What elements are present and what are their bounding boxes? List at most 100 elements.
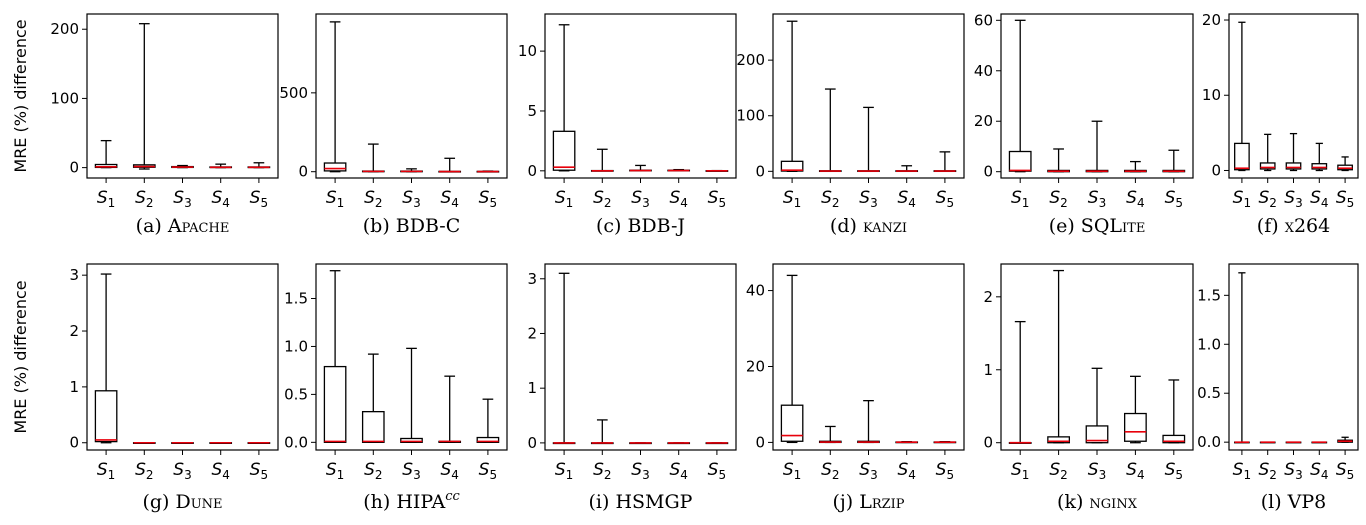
panel-3: 0 5 10 S1 S2 S3 S4 S5 (c) BDB-J bbox=[518, 13, 737, 237]
box-iqr bbox=[361, 410, 385, 443]
y-tick-label: 1 bbox=[983, 361, 993, 379]
y-tick-label: 0 bbox=[527, 434, 537, 452]
x-tick-label: S2 bbox=[1049, 188, 1067, 210]
panel-8: 0.0 0.5 1.0 1.5 S1 S2 S3 S4 S5 (h) HIPAcc bbox=[284, 263, 508, 513]
box-S1 bbox=[94, 273, 118, 444]
y-tick-label: 3 bbox=[527, 270, 537, 288]
axes-frame bbox=[1228, 263, 1359, 451]
box-iqr bbox=[323, 365, 347, 443]
box-S3 bbox=[1085, 367, 1109, 444]
box-S5 bbox=[476, 398, 500, 443]
x-tick-label: S1 bbox=[326, 460, 344, 482]
x-tick-label: S1 bbox=[97, 188, 115, 210]
box-S2 bbox=[132, 23, 156, 170]
x-tick-label: S3 bbox=[859, 188, 877, 210]
box-S5 bbox=[933, 440, 957, 444]
y-tick-label: 20 bbox=[746, 357, 765, 375]
y-tick-label: 1.5 bbox=[1197, 286, 1221, 304]
x-tick-label: S2 bbox=[821, 188, 839, 210]
box-iqr bbox=[1047, 436, 1071, 444]
box-S1 bbox=[94, 139, 118, 169]
panel-10: 0 20 40 S1 S2 S3 S4 S5 (j) Lrzip bbox=[746, 263, 965, 513]
x-tick-label: S2 bbox=[364, 188, 382, 210]
y-tick-label: 20 bbox=[1202, 11, 1221, 29]
box-S2 bbox=[590, 148, 614, 172]
x-tick-label: S4 bbox=[211, 460, 229, 482]
axes-frame bbox=[1000, 263, 1194, 451]
x-tick-label: S3 bbox=[402, 188, 420, 210]
x-tick-label: S2 bbox=[1049, 460, 1067, 482]
box-iqr bbox=[1285, 162, 1302, 170]
box-S4 bbox=[895, 440, 919, 444]
axes-frame bbox=[772, 263, 965, 451]
x-tick-label: S4 bbox=[440, 188, 458, 210]
box-S4 bbox=[438, 375, 462, 443]
subfigure-caption: (a) Apache bbox=[136, 215, 230, 237]
box-S4 bbox=[209, 441, 233, 444]
x-tick-label: S5 bbox=[1336, 460, 1354, 482]
box-S5 bbox=[1337, 156, 1353, 172]
x-tick-label: S5 bbox=[936, 188, 954, 210]
y-tick-label: 0.0 bbox=[284, 433, 308, 451]
x-tick-label: S1 bbox=[555, 188, 573, 210]
box-iqr bbox=[1311, 163, 1328, 170]
box-iqr bbox=[476, 436, 500, 443]
box-S3 bbox=[1085, 120, 1109, 173]
box-S5 bbox=[1337, 436, 1353, 443]
x-tick-label: S4 bbox=[211, 188, 229, 210]
x-tick-label: S5 bbox=[936, 460, 954, 482]
x-tick-label: S5 bbox=[479, 188, 497, 210]
axes-frame bbox=[86, 13, 279, 179]
subfigure-caption: (h) HIPAcc bbox=[363, 489, 460, 513]
box-iqr bbox=[1234, 142, 1250, 171]
y-tick-label: 0.0 bbox=[1197, 433, 1221, 451]
panel-7: 0 1 2 3 S1 S2 S3 S4 S5 (g) Dune MRE (%) difference bbox=[11, 263, 279, 513]
box-S2 bbox=[590, 419, 614, 445]
box-S4 bbox=[895, 165, 919, 173]
box-S1 bbox=[1008, 320, 1032, 444]
axes-frame bbox=[772, 13, 965, 179]
y-tick-label: 60 bbox=[974, 11, 993, 29]
x-tick-label: S1 bbox=[1233, 188, 1251, 210]
y-tick-label: 0 bbox=[527, 162, 537, 180]
box-iqr bbox=[1259, 162, 1276, 170]
x-tick-label: S4 bbox=[1126, 188, 1144, 210]
x-tick-label: S5 bbox=[250, 460, 268, 482]
x-tick-label: S2 bbox=[364, 460, 382, 482]
axes-frame bbox=[1000, 13, 1194, 179]
x-tick-label: S5 bbox=[1336, 188, 1354, 210]
y-tick-label: 0.5 bbox=[284, 385, 308, 403]
subfigure-caption: (i) HSMGP bbox=[589, 491, 693, 513]
y-tick-label: 0 bbox=[1211, 161, 1221, 179]
box-S4 bbox=[1311, 142, 1328, 172]
panel-6: 0 10 20 S1 S2 S3 S4 S5 (f) x264 bbox=[1202, 11, 1359, 237]
box-S2 bbox=[361, 143, 385, 173]
x-tick-label: S1 bbox=[555, 460, 573, 482]
x-tick-label: S1 bbox=[97, 460, 115, 482]
panel-12: 0.0 0.5 1.0 1.5 S1 S2 S3 S4 S5 (l) VP8 bbox=[1197, 263, 1359, 513]
box-S3 bbox=[400, 168, 423, 173]
y-tick-label: 2 bbox=[69, 322, 79, 340]
y-tick-label: 1.0 bbox=[284, 337, 308, 355]
x-tick-label: S4 bbox=[1310, 188, 1328, 210]
y-tick-label: 200 bbox=[50, 20, 79, 38]
x-tick-label: S5 bbox=[479, 460, 497, 482]
axes-frame bbox=[544, 263, 737, 451]
x-tick-label: S5 bbox=[1165, 188, 1183, 210]
axes-frame bbox=[1228, 13, 1359, 179]
x-tick-label: S2 bbox=[1258, 460, 1276, 482]
panel-2: 0 500 S1 S2 S3 S4 S5 (b) BDB-C bbox=[279, 13, 508, 237]
y-tick-label: 5 bbox=[527, 102, 537, 120]
y-tick-label: 2 bbox=[527, 324, 537, 342]
panel-4: 0 100 200 S1 S2 S3 S4 S5 (d) kanzi bbox=[736, 13, 965, 237]
box-S1 bbox=[780, 274, 804, 444]
subfigure-caption: (c) BDB-J bbox=[596, 215, 685, 237]
y-tick-label: 1.5 bbox=[284, 290, 308, 308]
x-tick-label: S3 bbox=[859, 460, 877, 482]
x-tick-label: S5 bbox=[708, 460, 726, 482]
x-tick-label: S1 bbox=[326, 188, 344, 210]
box-S5 bbox=[1162, 379, 1186, 444]
box-S5 bbox=[933, 151, 957, 173]
box-S1 bbox=[323, 270, 347, 443]
